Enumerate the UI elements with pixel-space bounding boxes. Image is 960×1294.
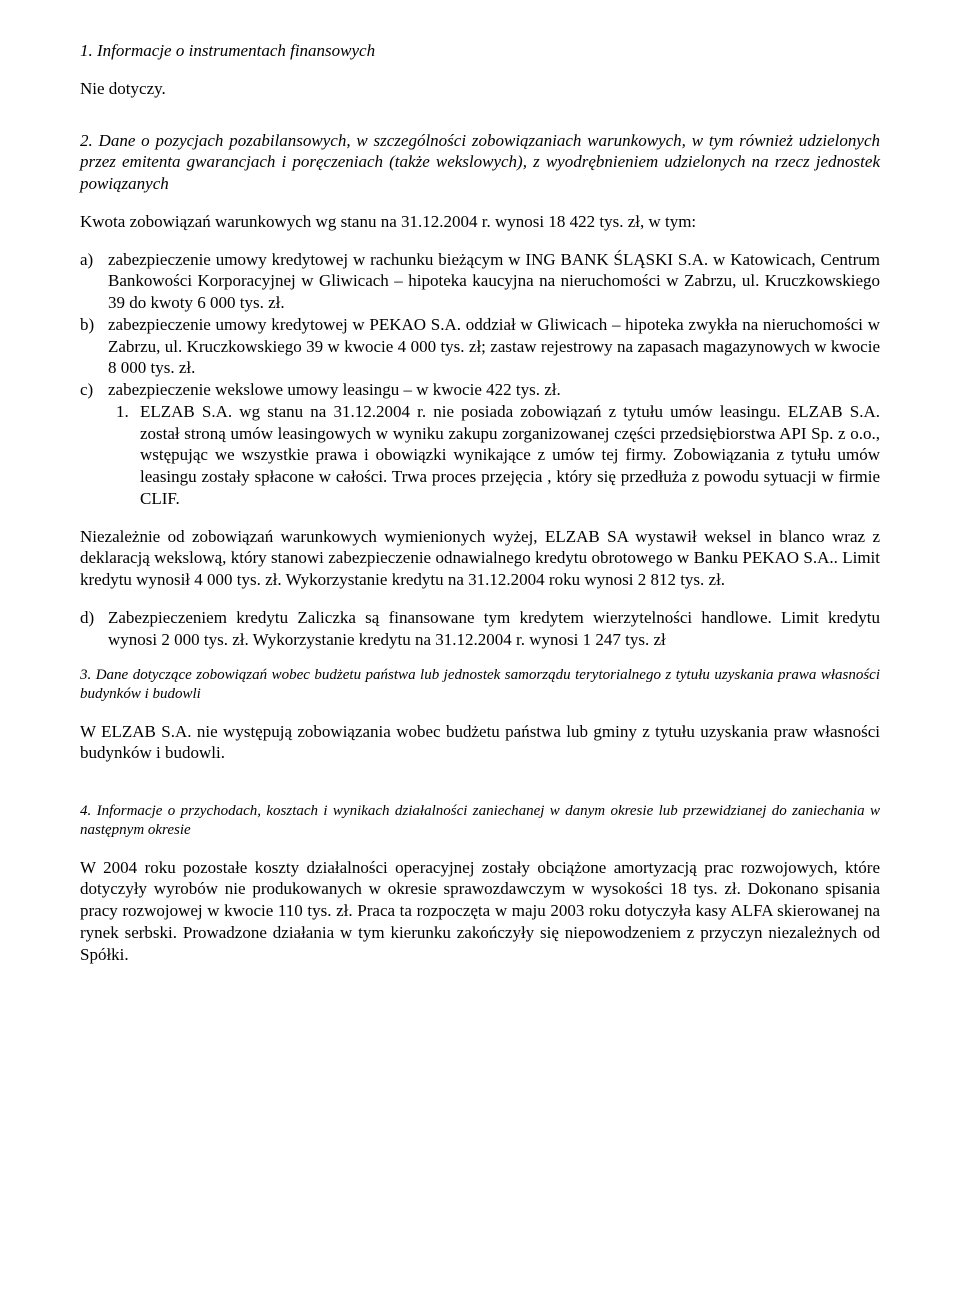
list-item-d: d) Zabezpieczeniem kredytu Zaliczka są f… bbox=[80, 607, 880, 651]
section-3-body: W ELZAB S.A. nie występują zobowiązania … bbox=[80, 721, 880, 765]
list-marker: a) bbox=[80, 249, 108, 314]
section-4-heading: 4. Informacje o przychodach, kosztach i … bbox=[80, 802, 880, 840]
list-item-text: ELZAB S.A. wg stanu na 31.12.2004 r. nie… bbox=[140, 401, 880, 510]
list-item-c1: 1. ELZAB S.A. wg stanu na 31.12.2004 r. … bbox=[80, 401, 880, 510]
list-d: d) Zabezpieczeniem kredytu Zaliczka są f… bbox=[80, 607, 880, 651]
list-item-a: a) zabezpieczenie umowy kredytowej w rac… bbox=[80, 249, 880, 314]
kwota-line: Kwota zobowiązań warunkowych wg stanu na… bbox=[80, 211, 880, 233]
list-item-text: zabezpieczenie umowy kredytowej w rachun… bbox=[108, 249, 880, 314]
list-item-c: c) zabezpieczenie wekslowe umowy leasing… bbox=[80, 379, 880, 401]
list-marker: d) bbox=[80, 607, 108, 651]
section-1-heading: 1. Informacje o instrumentach finansowyc… bbox=[80, 40, 880, 62]
section-1-body: Nie dotyczy. bbox=[80, 78, 880, 100]
list-marker: b) bbox=[80, 314, 108, 379]
section-4-body: W 2004 roku pozostałe koszty działalnośc… bbox=[80, 857, 880, 966]
list-abc: a) zabezpieczenie umowy kredytowej w rac… bbox=[80, 249, 880, 510]
paragraph-niezaleznie: Niezależnie od zobowiązań warunkowych wy… bbox=[80, 526, 880, 591]
document-page: 1. Informacje o instrumentach finansowyc… bbox=[0, 0, 960, 1294]
list-item-b: b) zabezpieczenie umowy kredytowej w PEK… bbox=[80, 314, 880, 379]
list-marker: c) bbox=[80, 379, 108, 401]
section-3-heading: 3. Dane dotyczące zobowiązań wobec budże… bbox=[80, 666, 880, 704]
list-item-text: zabezpieczenie wekslowe umowy leasingu –… bbox=[108, 379, 880, 401]
list-marker: 1. bbox=[116, 401, 140, 510]
list-item-text: zabezpieczenie umowy kredytowej w PEKAO … bbox=[108, 314, 880, 379]
list-item-text: Zabezpieczeniem kredytu Zaliczka są fina… bbox=[108, 607, 880, 651]
section-2-heading: 2. Dane o pozycjach pozabilansowych, w s… bbox=[80, 130, 880, 195]
